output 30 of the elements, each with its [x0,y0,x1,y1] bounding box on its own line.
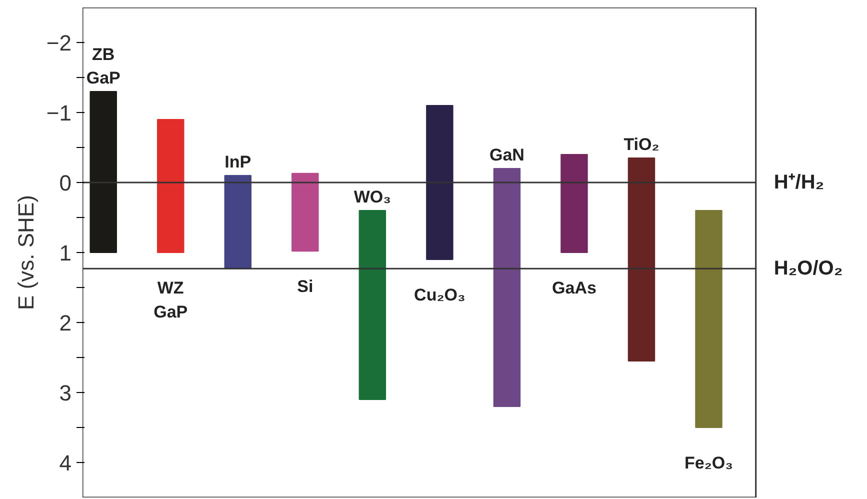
bar [224,175,252,270]
bar [560,154,588,253]
bar [292,172,319,252]
bar [695,210,722,428]
x-tick-label: GaAs [552,278,596,298]
bar [426,105,454,260]
x-tick-label: Fe₂O₃ [684,454,733,472]
bar [90,91,117,253]
y-tick-label: 2 [59,310,72,336]
y-tick-label: −1 [46,100,72,126]
x-tick-label: Cu₂O₃ [414,286,466,304]
x-tick-label: Si [297,277,314,296]
y-tick-label: 1 [59,240,72,266]
x-tick-label: InP [224,152,252,172]
x-tick-label: GaN [489,146,524,164]
y-tick-label: 0 [59,170,72,196]
y-axis-title: E (vs. SHE) [13,195,38,310]
y-tick-label: 3 [59,380,72,406]
bar [493,168,521,407]
y-tick-label: 4 [59,450,72,476]
ref-line-label: H₂O/O₂ [774,258,843,280]
x-tick-label: WO₃ [354,188,391,206]
bar [358,210,386,400]
x-tick-label: TiO₂ [624,135,660,154]
x-tick-label: ZB GaP [86,44,120,88]
bar [157,119,184,253]
bar [628,158,656,362]
x-tick-label: WZ GaP [154,278,188,322]
ref-line-label: H⁺/H₂ [774,172,824,194]
y-tick-label: −2 [46,30,72,56]
